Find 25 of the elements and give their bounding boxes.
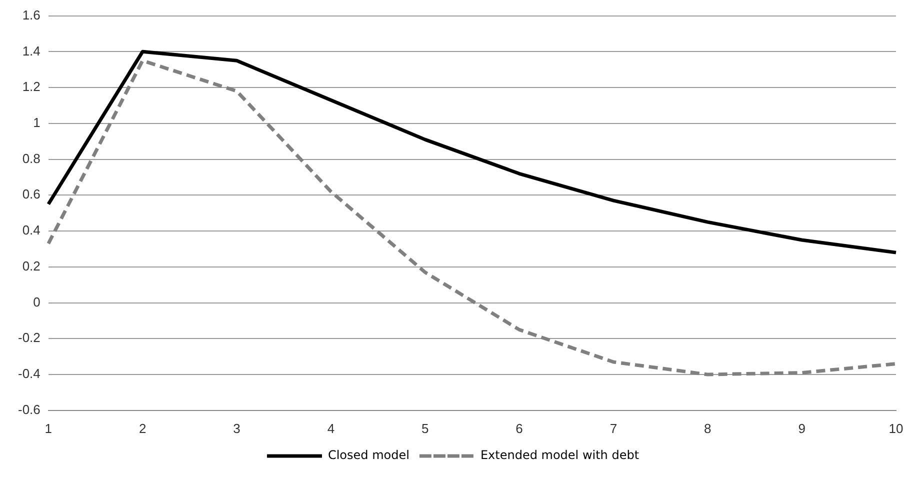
y-tick-label: 0.8 [22, 150, 40, 166]
y-tick-label: -0.6 [18, 402, 40, 417]
x-tick-label: 1 [44, 420, 52, 436]
x-tick-label: 3 [233, 420, 240, 436]
legend-label: Closed model [328, 448, 410, 462]
y-tick-label: 0.6 [22, 186, 40, 202]
x-tick-label: 4 [327, 420, 335, 436]
x-tick-label: 5 [421, 420, 429, 436]
y-tick-label: 1.6 [22, 7, 40, 22]
y-tick-label: 0.4 [22, 222, 40, 238]
x-tick-label: 2 [138, 420, 146, 436]
x-tick-label: 6 [516, 420, 523, 436]
legend-label: Extended model with debt [480, 448, 640, 462]
x-tick-label: 10 [888, 420, 904, 436]
y-tick-label: 0.2 [22, 258, 40, 274]
x-tick-label: 7 [610, 420, 618, 436]
y-tick-label: -0.2 [18, 330, 40, 346]
y-tick-label: 0 [33, 294, 40, 310]
y-tick-label: -0.4 [18, 366, 40, 382]
y-tick-label: 1 [33, 114, 40, 130]
x-tick-label: 9 [798, 420, 806, 436]
line-series [46, 58, 898, 376]
x-tick-label: 8 [704, 420, 712, 436]
y-tick-label: 1.4 [22, 43, 40, 58]
y-tick-label: 1.2 [22, 79, 40, 94]
